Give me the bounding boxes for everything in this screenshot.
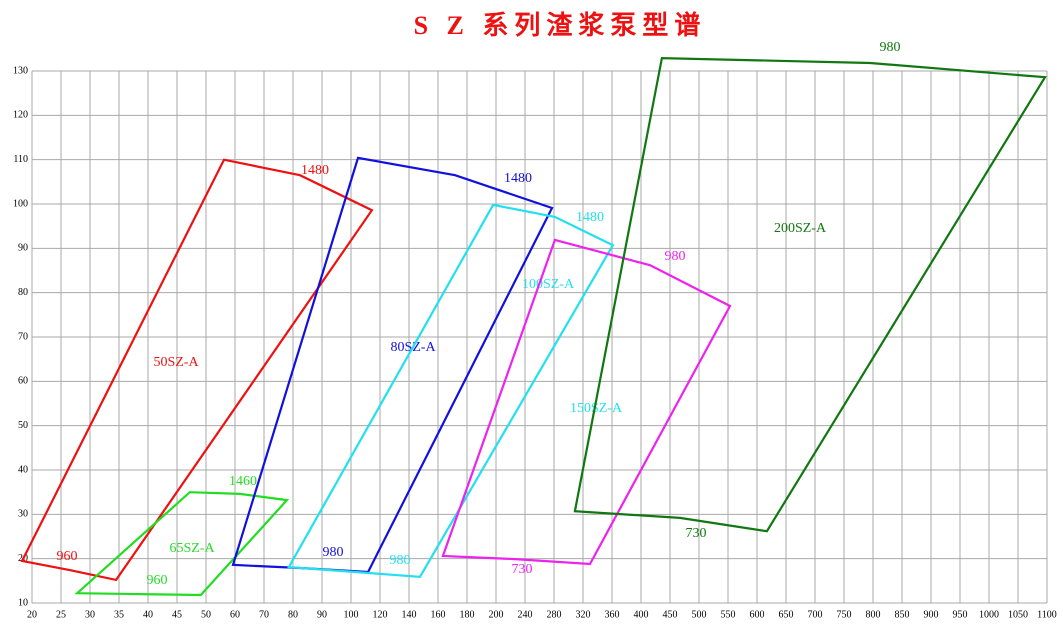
x-tick-label: 120	[373, 609, 388, 620]
chart-title: S Z 系列渣浆泵型谱	[414, 10, 707, 40]
x-tick-label: 650	[779, 609, 794, 620]
series-label: 150SZ-A	[570, 401, 623, 416]
series-label: 50SZ-A	[153, 355, 199, 370]
speed-label: 1480	[504, 171, 532, 186]
speed-label: 1480	[576, 210, 604, 225]
x-tick-label: 200	[489, 609, 504, 620]
speed-label: 1480	[301, 163, 329, 178]
x-tick-label: 450	[663, 609, 678, 620]
y-tick-label: 60	[18, 376, 28, 387]
y-tick-label: 80	[18, 287, 28, 298]
x-tick-label: 320	[576, 609, 591, 620]
y-tick-label: 50	[18, 420, 28, 431]
speed-label: 980	[390, 553, 411, 568]
series-label: 65SZ-A	[169, 541, 215, 556]
y-tick-label: 30	[18, 509, 28, 520]
x-tick-label: 400	[634, 609, 649, 620]
x-tick-label: 550	[721, 609, 736, 620]
x-tick-label: 700	[808, 609, 823, 620]
pump-region	[573, 56, 1047, 533]
x-tick-label: 35	[114, 609, 124, 620]
speed-label: 730	[512, 562, 533, 577]
x-tick-label: 1100	[1037, 609, 1057, 620]
x-tick-label: 1050	[1008, 609, 1028, 620]
y-tick-label: 130	[13, 65, 28, 76]
y-tick-label: 120	[13, 110, 28, 121]
pump-region	[287, 203, 615, 578]
x-tick-label: 1000	[979, 609, 999, 620]
speed-label: 960	[57, 549, 78, 564]
y-tick-label: 40	[18, 464, 28, 475]
x-tick-label: 240	[518, 609, 533, 620]
speed-label: 1460	[229, 474, 257, 489]
x-tick-label: 850	[895, 609, 910, 620]
x-tick-label: 500	[692, 609, 707, 620]
pump-region	[441, 238, 732, 566]
x-tick-label: 180	[460, 609, 475, 620]
speed-label: 980	[665, 249, 686, 264]
x-tick-label: 70	[259, 609, 269, 620]
x-tick-label: 950	[953, 609, 968, 620]
x-tick-label: 50	[201, 609, 211, 620]
x-tick-label: 25	[56, 609, 66, 620]
y-tick-label: 70	[18, 331, 28, 342]
y-tick-label: 110	[13, 154, 28, 165]
x-tick-label: 40	[143, 609, 153, 620]
series-label: 200SZ-A	[774, 221, 827, 236]
x-tick-label: 140	[402, 609, 417, 620]
x-tick-label: 750	[837, 609, 852, 620]
pump-region	[20, 158, 374, 582]
speed-label: 980	[323, 545, 344, 560]
x-tick-label: 80	[288, 609, 298, 620]
x-tick-label: 60	[230, 609, 240, 620]
x-tick-label: 45	[172, 609, 182, 620]
x-tick-label: 90	[317, 609, 327, 620]
y-tick-label: 100	[13, 198, 28, 209]
x-tick-label: 600	[750, 609, 765, 620]
y-tick-label: 10	[18, 597, 28, 608]
x-tick-label: 800	[866, 609, 881, 620]
x-tick-label: 900	[924, 609, 939, 620]
y-tick-label: 90	[18, 243, 28, 254]
speed-label: 960	[147, 573, 168, 588]
speed-label: 980	[880, 40, 901, 55]
pump-region	[74, 491, 290, 597]
speed-label: 730	[686, 526, 707, 541]
x-tick-label: 30	[85, 609, 95, 620]
x-tick-label: 280	[547, 609, 562, 620]
x-tick-label: 20	[27, 609, 37, 620]
x-tick-label: 100	[344, 609, 359, 620]
series-label: 100SZ-A	[522, 277, 575, 292]
pump-region	[231, 156, 554, 574]
x-tick-label: 160	[431, 609, 446, 620]
x-tick-label: 360	[605, 609, 620, 620]
